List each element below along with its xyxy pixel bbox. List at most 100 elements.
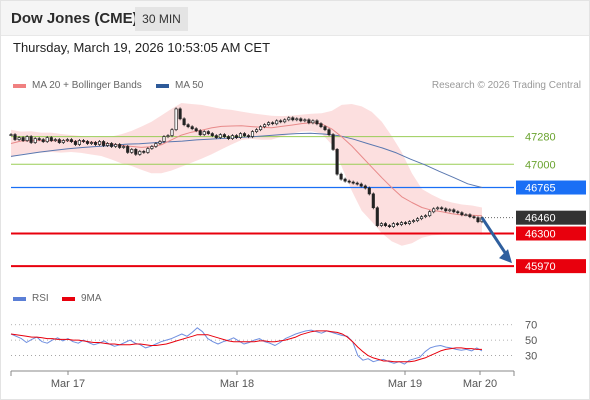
candle-body bbox=[391, 223, 395, 227]
time-axis: Mar 17 Mar 18 Mar 19 Mar 20 bbox=[10, 370, 515, 390]
support-label-45970: 45970 bbox=[525, 261, 556, 273]
candle-body bbox=[202, 131, 206, 135]
legend-9ma: 9MA bbox=[62, 293, 102, 304]
candle-body bbox=[420, 216, 424, 220]
candle-body bbox=[146, 148, 150, 153]
candle-body bbox=[234, 135, 238, 138]
candle-body bbox=[210, 133, 214, 136]
candle-body bbox=[375, 207, 379, 226]
candle-body bbox=[98, 141, 102, 145]
interval-badge[interactable]: 30 MIN bbox=[135, 7, 188, 31]
candle-body bbox=[299, 118, 303, 122]
candle-body bbox=[407, 221, 412, 224]
ma20-swatch bbox=[13, 83, 26, 88]
candle-body bbox=[174, 108, 178, 131]
candle-body bbox=[89, 142, 94, 144]
forecast-arrow-head bbox=[499, 249, 512, 264]
candle-body bbox=[387, 225, 391, 227]
candle-body bbox=[230, 135, 234, 139]
ma9-line bbox=[10, 330, 482, 363]
rsi-line bbox=[10, 327, 483, 365]
candle-body bbox=[170, 129, 174, 136]
candle-body bbox=[448, 209, 452, 212]
candle-body bbox=[250, 131, 255, 137]
legend-ma20: MA 20 + Bollinger Bands bbox=[13, 80, 142, 91]
candle-body bbox=[424, 215, 428, 218]
ma9-legend-label: 9MA bbox=[81, 293, 102, 304]
candle-body bbox=[367, 187, 371, 195]
candle-body bbox=[118, 144, 122, 148]
candle-body bbox=[371, 193, 375, 209]
support-tag-45970 bbox=[516, 259, 586, 274]
candle-body bbox=[130, 149, 134, 153]
candle-body bbox=[335, 149, 339, 175]
candle-body bbox=[9, 134, 13, 136]
candle-body bbox=[283, 119, 287, 123]
resistance-label-47280: 47280 bbox=[525, 132, 556, 144]
last-price-label: 46460 bbox=[525, 213, 556, 225]
candle-body bbox=[106, 143, 110, 146]
candle-body bbox=[218, 134, 222, 138]
candle-body bbox=[323, 126, 327, 131]
candle-body bbox=[138, 151, 142, 155]
support-tag-46300 bbox=[516, 226, 586, 241]
rsi-swatch bbox=[13, 296, 26, 301]
candle-body bbox=[134, 149, 138, 155]
candle-body bbox=[331, 134, 335, 150]
candle-body bbox=[142, 151, 146, 153]
candle-body bbox=[259, 126, 263, 131]
candle-body bbox=[206, 131, 210, 134]
forecast-arrow-shaft bbox=[480, 216, 510, 258]
candle-body bbox=[186, 124, 190, 128]
candle-body bbox=[77, 140, 81, 145]
rsi-tick-70: 70 bbox=[525, 320, 537, 332]
candle-body bbox=[339, 173, 343, 180]
rsi-legend-label: RSI bbox=[32, 293, 49, 304]
chart-header: Dow Jones (CME) 30 MIN bbox=[1, 1, 589, 36]
candle-body bbox=[383, 223, 387, 226]
candle-body bbox=[436, 207, 440, 210]
candle-body bbox=[166, 135, 170, 137]
candle-body bbox=[21, 137, 25, 141]
ma50-swatch bbox=[156, 83, 169, 88]
candle-body bbox=[226, 136, 230, 139]
pivot-tag-46765 bbox=[516, 180, 586, 195]
candle-body bbox=[363, 185, 367, 189]
candle-body bbox=[476, 217, 480, 223]
ma9-swatch bbox=[62, 296, 75, 301]
candle-body bbox=[242, 133, 247, 136]
copyright-note: Research © 2026 Trading Central bbox=[431, 80, 581, 91]
candle-body bbox=[178, 108, 182, 120]
candle-body bbox=[468, 214, 472, 218]
candle-body bbox=[29, 136, 33, 143]
candle-body bbox=[81, 140, 86, 142]
candle-body bbox=[379, 223, 383, 226]
candle-body bbox=[412, 220, 416, 222]
candle-body bbox=[428, 211, 432, 217]
ma50-legend-label: MA 50 bbox=[175, 80, 204, 91]
candle-body bbox=[154, 143, 158, 147]
candle-body bbox=[57, 139, 61, 143]
ma20-line bbox=[10, 122, 483, 217]
candle-body bbox=[53, 139, 57, 141]
candle-body bbox=[150, 146, 154, 149]
candle-body bbox=[25, 136, 29, 141]
candle-body bbox=[263, 124, 267, 128]
candle-body bbox=[69, 139, 73, 142]
candle-body bbox=[214, 135, 218, 138]
candle-body bbox=[347, 180, 351, 183]
candle-body bbox=[61, 140, 65, 143]
candle-body bbox=[190, 126, 194, 130]
chart-datetime: Thursday, March 19, 2026 10:53:05 AM CET bbox=[13, 40, 271, 55]
candle-body bbox=[126, 146, 130, 153]
candle-body bbox=[416, 218, 420, 222]
candle-body bbox=[315, 120, 319, 125]
bollinger-band-area bbox=[11, 103, 482, 246]
candle-body bbox=[93, 142, 98, 145]
candle-body bbox=[403, 222, 408, 224]
candle-body bbox=[194, 128, 198, 132]
ma50-line bbox=[10, 132, 483, 188]
candle-body bbox=[456, 211, 460, 214]
candle-body bbox=[343, 178, 347, 182]
